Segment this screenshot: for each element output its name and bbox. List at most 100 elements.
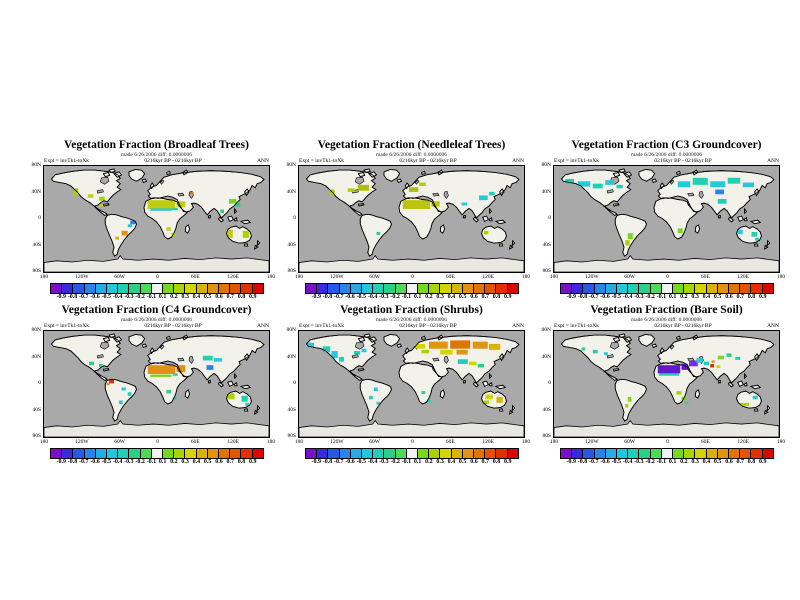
lat-tick-label: 80N [31, 162, 41, 168]
colorbar-tick-label: 0.2 [425, 459, 433, 465]
lon-tick-label: 180 [776, 274, 786, 280]
vegetation-patch [99, 203, 104, 207]
lat-axis: 80N 40N 0 40S 80S [538, 162, 553, 274]
lon-axis: 180 120W 60W 0 60E 120E 180 [295, 438, 530, 446]
vegetation-patch [716, 365, 721, 369]
vegetation-patch [115, 236, 119, 240]
colorbar-segment [129, 449, 141, 458]
vegetation-patch [331, 351, 338, 359]
lat-tick-label: 80S [542, 433, 551, 439]
colorbar-tick-label: 0.2 [170, 294, 178, 300]
lat-tick-label: 0 [548, 215, 551, 221]
vegetation-patch [374, 387, 378, 392]
colorbar-tick-label: 0.1 [158, 294, 167, 300]
colorbar-segment [729, 449, 741, 458]
colorbar-segment [594, 284, 606, 293]
lat-tick-label: 80N [541, 327, 551, 333]
colorbar-segment [95, 284, 108, 293]
colorbar-tick-label: -0.4 [112, 459, 123, 465]
lon-tick-label: 60W [624, 439, 636, 445]
vegetation-patch [726, 353, 732, 357]
lat-tick-label: 80N [286, 162, 296, 168]
colorbar-segment [163, 449, 175, 458]
map-svg [554, 331, 779, 437]
world-map [43, 165, 270, 273]
colorbar-tick-label: -0.3 [379, 294, 389, 300]
colorbar-segment [706, 284, 718, 293]
colorbar-tick-label: 0.5 [203, 294, 212, 300]
colorbar-tick-label: -0.3 [634, 294, 644, 300]
map-row: 80N 40N 0 40S 80S [28, 162, 276, 274]
colorbar-tick-label: -0.2 [135, 459, 145, 465]
colorbar-segment [673, 449, 685, 458]
colorbar-segment [73, 449, 85, 458]
colorbar-tick-label: 0.2 [425, 294, 433, 300]
colorbar-segment [451, 284, 463, 293]
lat-tick-label: 0 [548, 380, 551, 386]
colorbar-tick-label: 0.4 [447, 294, 456, 300]
colorbar-segment [350, 284, 363, 293]
vegetation-patch [347, 188, 355, 192]
vegetation-patch [472, 341, 488, 349]
colorbar [305, 448, 519, 459]
colorbar-segment [462, 284, 475, 293]
colorbar-tick-label: -0.9 [566, 294, 577, 300]
map-row: 80N 40N 0 40S 80S [538, 162, 786, 274]
colorbar-segment [572, 449, 584, 458]
colorbar-segment [84, 449, 96, 458]
colorbar-tick-label: -0.4 [622, 459, 633, 465]
colorbar-tick-label: -0.8 [67, 294, 78, 300]
lon-axis: 180 120W 60W 0 60E 120E 180 [40, 273, 275, 281]
colorbar-tick-label: -0.6 [90, 459, 100, 465]
colorbar-labels: -0.9 -0.8 -0.7 -0.6 -0.5 -0.4 -0.3 -0.2 -0.1 0.1 0… [305, 459, 519, 467]
colorbar-tick-label: -0.9 [311, 459, 322, 465]
colorbar-segment [740, 284, 752, 293]
colorbar-segment [628, 449, 640, 458]
vegetation-patch [172, 373, 178, 376]
colorbar-tick-label: -0.1 [656, 294, 667, 300]
panel-made-note: made 6/26/2006 diff: 0.0000006 [630, 152, 703, 158]
colorbar-tick-label: 0.5 [713, 459, 722, 465]
map-row: 80N 40N 0 40S 80S [283, 327, 531, 439]
lon-tick-label: 60E [445, 274, 455, 280]
colorbar-segment [51, 449, 63, 458]
map-svg [299, 166, 524, 272]
colorbar-segment [717, 449, 730, 458]
vegetation-patch [689, 360, 698, 367]
map-svg [299, 331, 524, 437]
colorbar-segment [185, 284, 197, 293]
vegetation-patch [361, 348, 367, 353]
colorbar-segment [440, 284, 452, 293]
lat-tick-label: 40N [286, 188, 296, 195]
vegetation-patches [74, 188, 249, 240]
colorbar-tick-label: 0.1 [158, 459, 167, 465]
colorbar-tick-label: -0.7 [589, 294, 599, 300]
colorbar-tick-label: 0.7 [736, 294, 744, 300]
lat-tick-label: 40S [542, 241, 551, 248]
colorbar-tick-label: 0.9 [248, 459, 257, 465]
lon-tick-label: 120W [330, 439, 344, 445]
colorbar-segment [474, 449, 486, 458]
colorbar-segment [418, 449, 430, 458]
colorbar-segment [751, 449, 763, 458]
lon-axis: 180 120W 60W 0 60E 120E 180 [550, 438, 785, 446]
season-label: ANN [512, 158, 524, 164]
colorbar-tick-label: 0.5 [458, 294, 467, 300]
colorbar-tick-label: 0.8 [492, 459, 501, 465]
colorbar-tick-label: -0.1 [401, 294, 412, 300]
colorbar-segment [51, 284, 63, 293]
colorbar-segment [252, 284, 263, 293]
vegetation-patch [581, 347, 586, 351]
vegetation-patch [752, 395, 758, 400]
colorbar-segment [617, 449, 629, 458]
vegetation-patch [235, 203, 241, 207]
colorbar-segment [706, 449, 718, 458]
colorbar-tick-label: -0.7 [334, 294, 344, 300]
panel-needleleaf-trees: Vegetation Fraction (Needleleaf Trees) m… [283, 138, 531, 301]
colorbar-tick-label: 0.3 [181, 459, 189, 465]
lon-tick-label: 120W [585, 439, 599, 445]
lon-axis: 180 120W 60W 0 60E 120E 180 [295, 273, 530, 281]
lat-axis: 80N 40N 0 40S 80S [28, 327, 43, 439]
vegetation-patch [127, 224, 133, 228]
colorbar-tick-label: 0.3 [691, 294, 699, 300]
